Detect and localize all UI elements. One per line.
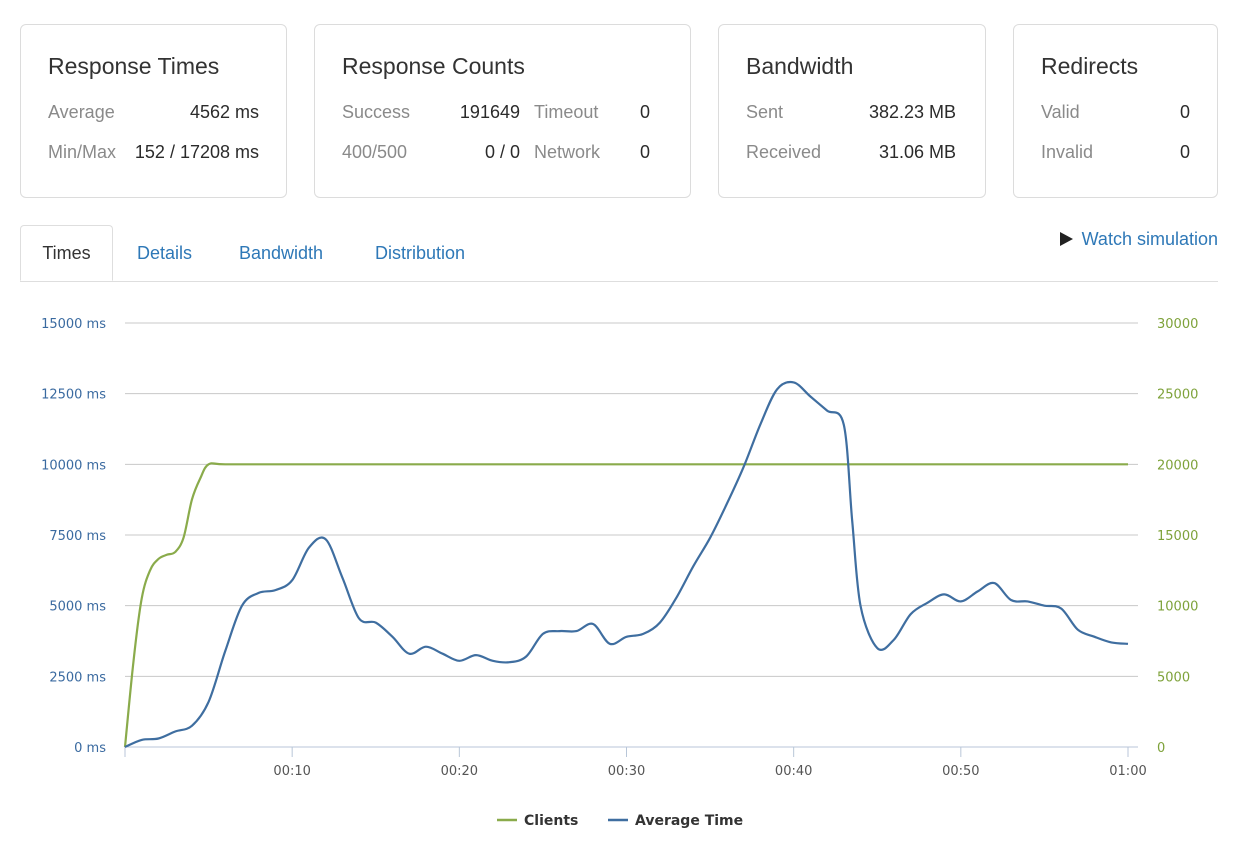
invalid-label: Invalid — [1041, 142, 1094, 162]
y-left-tick-label: 5000 ms — [49, 600, 106, 615]
received-label: Received — [746, 142, 822, 162]
x-tick-label: 00:50 — [942, 764, 979, 779]
minmax-label: Min/Max — [48, 142, 117, 162]
x-tick-label: 01:00 — [1109, 764, 1146, 779]
x-tick-label: 00:20 — [441, 764, 478, 779]
bandwidth-title: Bandwidth — [746, 53, 854, 79]
play-icon — [1059, 232, 1073, 246]
response-times-card: Response Times Average 4562 ms Min/Max 1… — [20, 24, 287, 198]
average-time-line — [124, 380, 1129, 749]
response-counts-card: Response Counts Success 191649 Timeout 0… — [314, 24, 691, 198]
times-chart: 0 ms 2500 ms 5000 ms 7500 ms 10000 ms 12500 m… — [41, 317, 1198, 829]
y-left-tick-label: 10000 ms — [41, 458, 106, 473]
y-right-tick-label: 5000 — [1157, 670, 1190, 685]
chart-tabs: Times Details Bandwidth Distribution — [20, 225, 1218, 282]
tab-bandwidth[interactable]: Bandwidth — [239, 243, 324, 263]
sent-value: 382.23 MB — [868, 102, 956, 122]
invalid-value: 0 — [1179, 142, 1190, 162]
grid-lines — [125, 322, 1138, 748]
y-left-tick-label: 2500 ms — [49, 670, 106, 685]
tab-times[interactable]: Times — [20, 225, 113, 281]
chart-series — [123, 380, 1129, 749]
response-counts-title: Response Counts — [342, 53, 525, 79]
x-tick-label: 00:10 — [273, 764, 310, 779]
received-value: 31.06 MB — [878, 142, 956, 162]
y-right-tick-label: 25000 — [1157, 388, 1198, 403]
legend-label: Average Time — [635, 813, 743, 829]
timeout-label: Timeout — [534, 102, 599, 122]
chart-legend: Clients Average Time — [497, 813, 743, 829]
average-label: Average — [48, 102, 115, 122]
timeout-value: 0 — [639, 102, 650, 122]
y-axis-left: 0 ms 2500 ms 5000 ms 7500 ms 10000 ms 12500 m… — [41, 317, 106, 756]
tab-distribution[interactable]: Distribution — [375, 243, 466, 263]
success-value: 191649 — [459, 102, 520, 122]
valid-label: Valid — [1041, 102, 1080, 122]
y-right-tick-label: 30000 — [1157, 317, 1198, 332]
y-right-tick-label: 15000 — [1157, 529, 1198, 544]
x-axis: 00:10 00:20 00:30 00:40 00:50 01:00 — [124, 747, 1147, 779]
tab-details[interactable]: Details — [137, 243, 193, 263]
network-value: 0 — [639, 142, 650, 162]
y-right-tick-label: 20000 — [1157, 458, 1198, 473]
watch-simulation-label: Watch simulation — [1081, 229, 1218, 249]
valid-value: 0 — [1179, 102, 1190, 122]
errors-value: 0 / 0 — [484, 142, 520, 162]
sent-label: Sent — [746, 102, 784, 122]
y-left-tick-label: 7500 ms — [49, 529, 106, 544]
y-axis-right: 0 5000 10000 15000 20000 25000 30000 — [1157, 317, 1198, 756]
average-value: 4562 ms — [189, 102, 259, 122]
y-right-tick-label: 10000 — [1157, 600, 1198, 615]
x-tick-label: 00:40 — [775, 764, 812, 779]
bandwidth-card: Bandwidth Sent 382.23 MB Received 31.06 … — [718, 24, 986, 198]
clients-line — [123, 462, 1128, 748]
watch-simulation-link[interactable]: Watch simulation — [1059, 229, 1218, 250]
success-label: Success — [342, 102, 411, 122]
redirects-title: Redirects — [1041, 53, 1139, 79]
y-left-tick-label: 0 ms — [74, 741, 106, 756]
y-left-tick-label: 12500 ms — [41, 388, 106, 403]
network-label: Network — [534, 142, 601, 162]
legend-label: Clients — [524, 813, 578, 829]
redirects-card: Redirects Valid 0 Invalid 0 — [1013, 24, 1218, 198]
response-times-title: Response Times — [48, 53, 220, 79]
x-tick-label: 00:30 — [608, 764, 645, 779]
minmax-value: 152 / 17208 ms — [134, 142, 259, 162]
y-left-tick-label: 15000 ms — [41, 317, 106, 332]
errors-label: 400/500 — [342, 142, 408, 162]
y-right-tick-label: 0 — [1157, 741, 1165, 756]
